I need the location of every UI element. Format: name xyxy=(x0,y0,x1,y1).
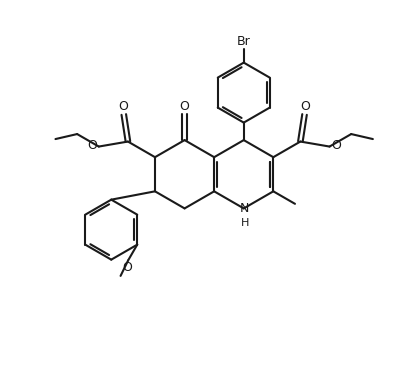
Text: H: H xyxy=(240,219,249,229)
Text: O: O xyxy=(118,100,128,113)
Text: O: O xyxy=(87,139,97,152)
Text: O: O xyxy=(122,261,132,274)
Text: O: O xyxy=(332,139,341,152)
Text: O: O xyxy=(180,99,189,113)
Text: Br: Br xyxy=(237,36,251,49)
Text: N: N xyxy=(240,202,249,215)
Text: O: O xyxy=(300,100,310,113)
